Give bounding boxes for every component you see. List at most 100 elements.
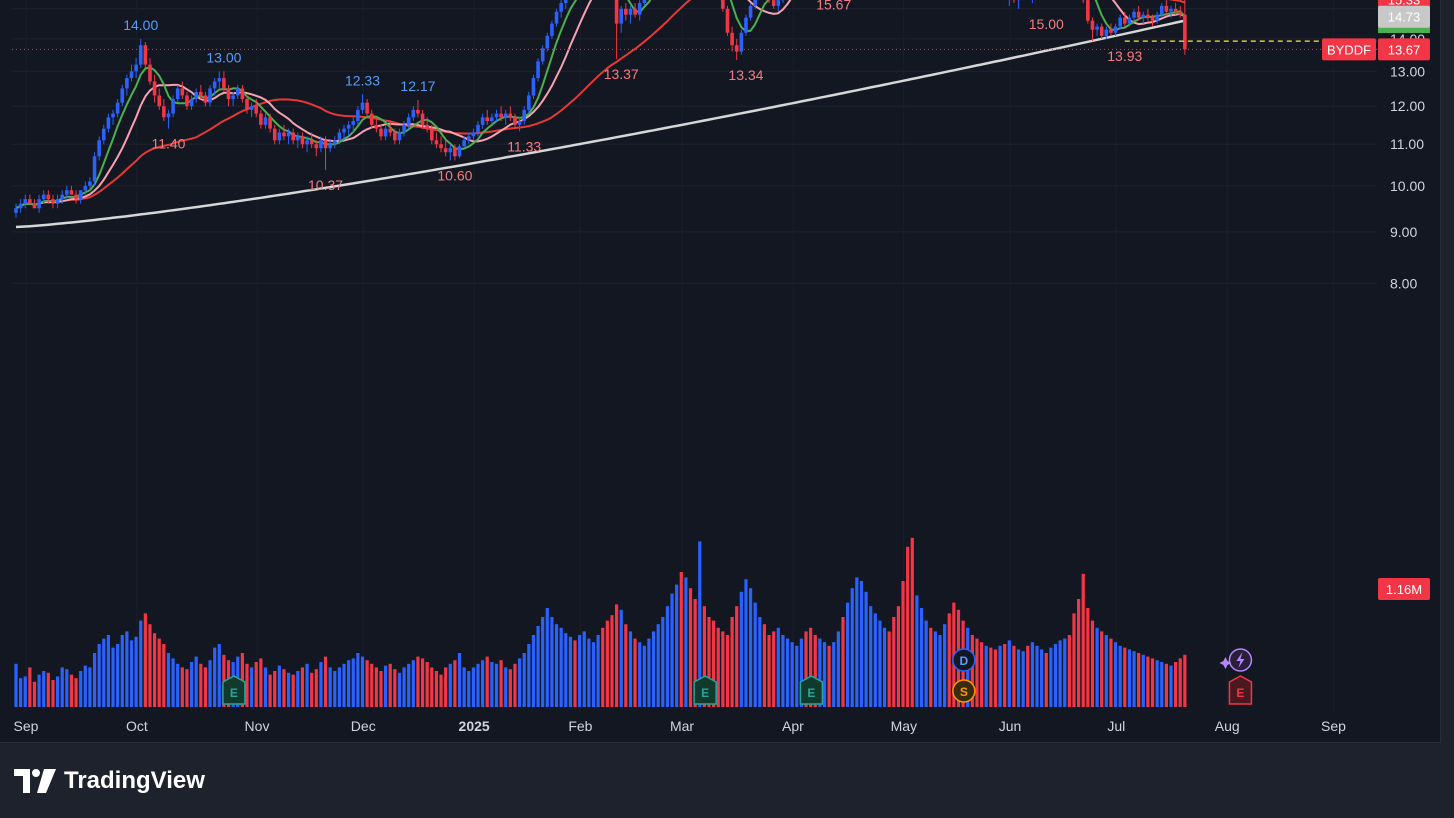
ma-slow-line xyxy=(15,0,1186,210)
candle-body xyxy=(1183,14,1187,50)
last-price-badge-bg xyxy=(1378,38,1430,61)
candle-body xyxy=(148,64,152,82)
candle-body xyxy=(51,199,55,204)
candle-body xyxy=(485,117,490,122)
volume-bar xyxy=(527,644,531,707)
volume-bar xyxy=(337,667,341,707)
candle-body xyxy=(628,8,633,15)
volume-bar xyxy=(310,672,314,707)
volume-bar xyxy=(550,617,554,707)
chart-frame[interactable]: 14.00 11.40 13.00 10.37 12.33 12.17 10.60 11.33… xyxy=(0,0,1441,743)
candles[interactable] xyxy=(14,0,1187,218)
volume-bar xyxy=(370,663,374,707)
candle-body xyxy=(125,78,129,89)
volume-bar xyxy=(776,627,780,707)
event-markers[interactable]: E E E D S E xyxy=(222,648,1253,705)
candle-body xyxy=(240,88,245,100)
candle-body xyxy=(203,95,208,103)
volume-bar xyxy=(850,588,854,707)
volume-bar xyxy=(134,636,138,707)
earnings-icon: E xyxy=(1228,675,1253,705)
y-tick-label: 13.00 xyxy=(1390,63,1425,79)
volume-bar xyxy=(1044,653,1048,707)
candlestick-chart[interactable]: 14.00 11.40 13.00 10.37 12.33 12.17 10.60 11.33… xyxy=(0,0,1440,742)
candle-body xyxy=(540,48,545,62)
volume-bar xyxy=(462,667,466,707)
volume-bar xyxy=(896,606,901,707)
candle-body xyxy=(180,88,185,96)
candle-body xyxy=(1178,11,1183,15)
volume-bar xyxy=(393,669,397,707)
volume-bar xyxy=(490,662,494,707)
brand[interactable]: TradingView xyxy=(14,766,205,796)
candle-body xyxy=(471,132,476,137)
candle-body xyxy=(166,113,171,118)
candle-body xyxy=(300,136,305,145)
volume-bar xyxy=(1058,640,1062,707)
x-tick-label: Nov xyxy=(245,718,270,734)
candle-body xyxy=(342,128,346,133)
candle-body xyxy=(448,148,453,153)
volume-bar xyxy=(1113,642,1118,707)
candle-body xyxy=(1090,20,1095,30)
volume-bar xyxy=(1164,663,1168,707)
volume-bar xyxy=(564,633,568,707)
candle-body xyxy=(249,106,254,110)
volume-bar xyxy=(102,638,106,707)
candle-body xyxy=(14,208,18,213)
volume-bar xyxy=(615,604,619,707)
volume-bar xyxy=(305,663,309,707)
candle-body xyxy=(527,95,531,110)
volume-bar xyxy=(333,671,337,707)
volume-bar xyxy=(14,663,18,707)
candle-body xyxy=(1104,29,1109,36)
volume-bar xyxy=(116,644,120,707)
candle-body xyxy=(1127,17,1132,24)
volume-bar xyxy=(735,606,739,707)
volume-bar xyxy=(420,658,425,707)
volume-bar xyxy=(531,635,536,707)
volume-bar xyxy=(878,620,882,707)
dividend-icon-letter: D xyxy=(960,654,969,668)
volume-bar xyxy=(762,624,767,707)
volume-bar xyxy=(273,671,277,707)
candle-body xyxy=(199,91,203,96)
candle-body xyxy=(721,0,725,9)
x-tick-label: Sep xyxy=(1321,718,1346,734)
volume-bar xyxy=(189,662,194,707)
candle-body xyxy=(1109,29,1113,33)
volume-bar xyxy=(841,617,845,707)
candle-body xyxy=(32,203,37,209)
earnings-icon-letter: E xyxy=(701,686,709,700)
candle-body xyxy=(1169,8,1173,12)
volume-bar xyxy=(901,581,905,707)
volume-bar xyxy=(1132,651,1136,707)
low-label: 10.60 xyxy=(437,167,472,183)
volume-bar xyxy=(180,667,184,707)
volume-bar xyxy=(1100,631,1104,707)
ma-fast-badge-strip xyxy=(1378,27,1430,34)
dividend-icon-shape xyxy=(952,648,976,672)
volume-bar xyxy=(1146,656,1150,707)
high-label: 12.33 xyxy=(345,72,380,88)
volume-badge-bg xyxy=(1378,578,1430,600)
candle-body xyxy=(305,140,309,145)
volume-bar xyxy=(1003,644,1007,707)
volume-bar xyxy=(522,653,526,707)
volume-bar xyxy=(171,658,175,707)
volume-bar xyxy=(970,635,974,707)
candle-body xyxy=(74,194,78,200)
volume-bar xyxy=(1123,647,1127,707)
candle-body xyxy=(753,0,757,6)
volume-bar xyxy=(785,638,790,707)
volume-bar xyxy=(411,660,415,707)
volume-bar xyxy=(277,665,281,707)
time-axis[interactable]: Sep Oct Nov Dec 2025 Feb Mar Apr May Jun Jul Aug Sep xyxy=(14,718,1347,734)
candle-body xyxy=(41,194,46,200)
volume-bar xyxy=(254,662,258,707)
candle-body xyxy=(517,121,522,125)
volume-bar xyxy=(51,680,55,707)
low-label: 15.67 xyxy=(816,0,851,13)
volume-bar xyxy=(471,667,475,707)
candle-body xyxy=(152,81,157,96)
